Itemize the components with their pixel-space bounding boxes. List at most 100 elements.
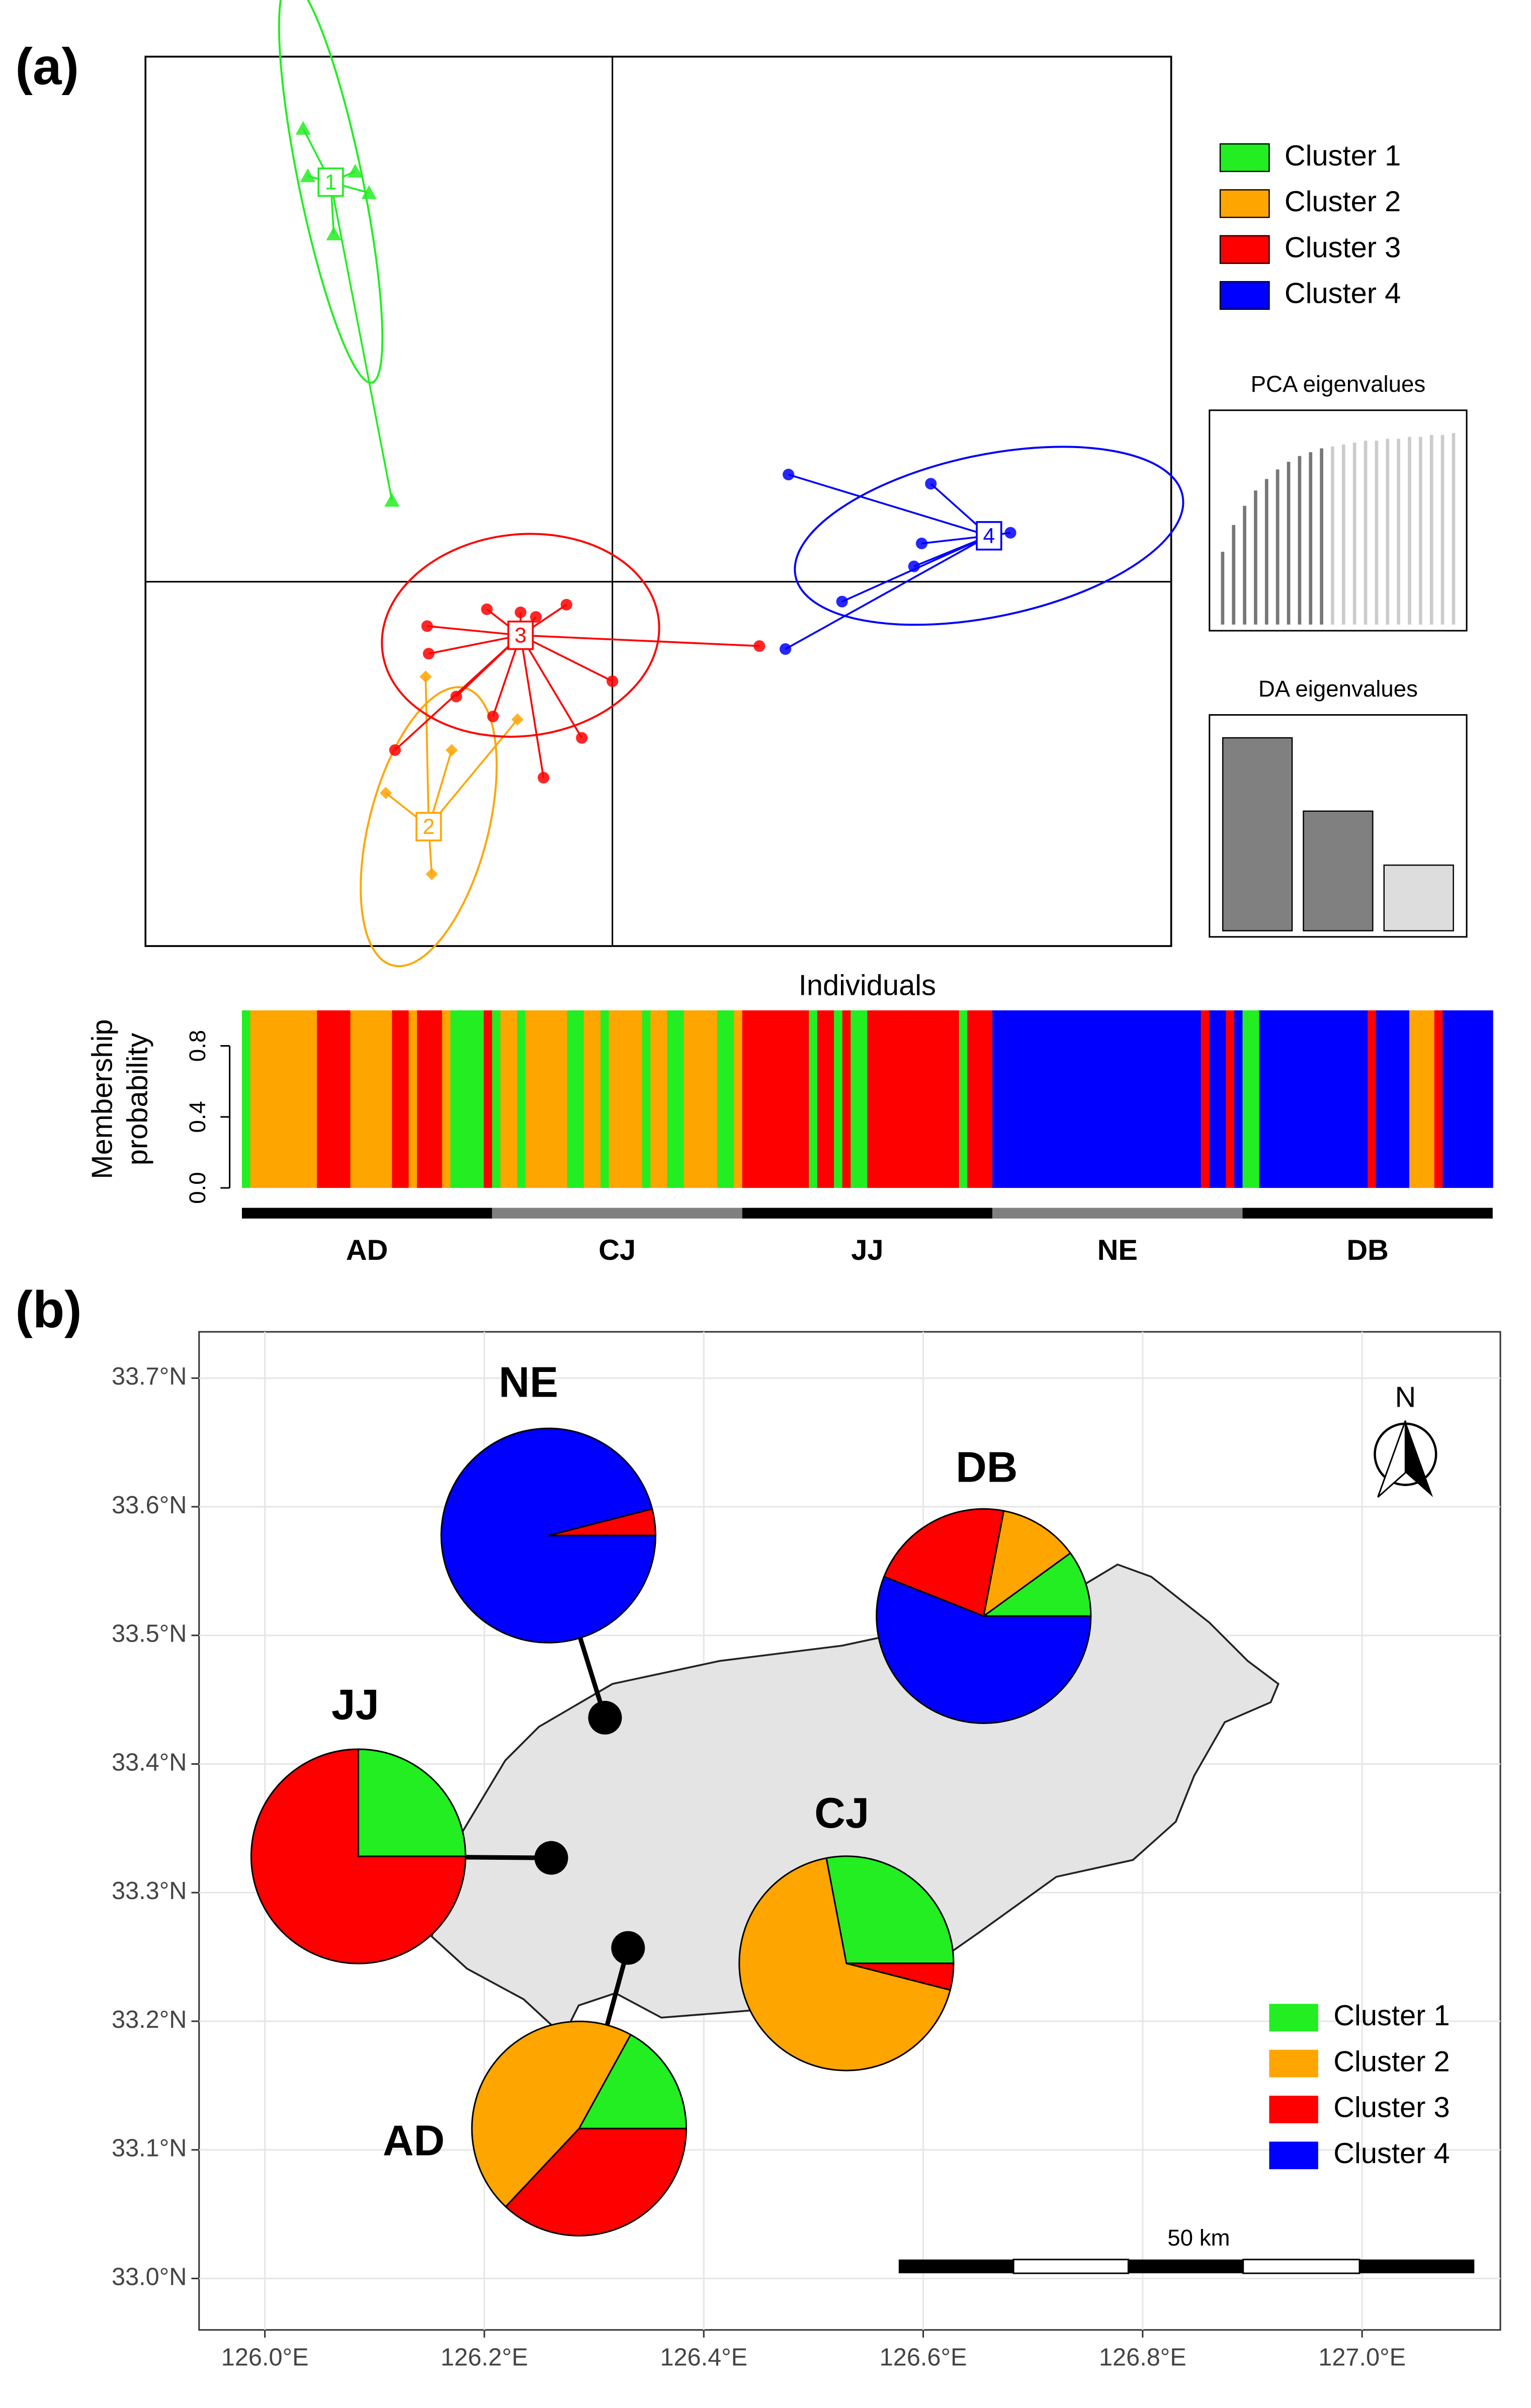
membership-bar (892, 1010, 901, 1188)
point (538, 771, 550, 784)
membership-bar (1384, 1010, 1393, 1188)
membership-bar (758, 1010, 768, 1188)
membership-bar (1342, 1010, 1351, 1188)
membership-bar (1409, 1010, 1418, 1188)
scatter-frame (144, 55, 1172, 947)
membership-bar (675, 1010, 685, 1188)
membership-bar (1442, 1010, 1452, 1188)
eigen-bar (1440, 435, 1444, 625)
membership-bar (250, 1010, 260, 1188)
membership-bar (1067, 1010, 1076, 1188)
membership-bar (1201, 1010, 1210, 1188)
membership-bar (367, 1010, 376, 1188)
cluster-ellipse (794, 446, 1184, 626)
centroid (415, 812, 442, 841)
y-tick-label: 33.5°N (112, 1620, 187, 1648)
eigen-bar (1287, 462, 1291, 625)
membership-bar (1059, 1010, 1068, 1188)
membership-bar (959, 1010, 968, 1188)
population-label: AD (346, 1234, 388, 1266)
membership-bar (1484, 1010, 1493, 1188)
membership-bar (375, 1010, 384, 1188)
centroid (507, 620, 534, 650)
legend-swatch (1269, 2049, 1318, 2078)
membership-bar (483, 1010, 493, 1188)
compass-needle (1377, 1420, 1406, 1498)
inset-title: PCA eigenvalues (1251, 371, 1426, 397)
legend-swatch (1269, 2141, 1318, 2170)
pie-slice (981, 1552, 1092, 1617)
membership-bar (459, 1010, 468, 1188)
point (450, 691, 462, 703)
membership-bar (1275, 1010, 1285, 1188)
membership-bar (742, 1010, 751, 1188)
membership-bar (1159, 1010, 1168, 1188)
membership-bar (658, 1010, 668, 1188)
membership-bar (583, 1010, 593, 1188)
centroid (317, 167, 344, 197)
pie-slice (738, 1857, 952, 2072)
legend-swatch (1219, 143, 1270, 173)
scale-label: 50 km (1167, 2225, 1230, 2251)
cluster-ellipse (381, 533, 660, 738)
membership-bar (684, 1010, 693, 1188)
site-label: DB (956, 1444, 1017, 1492)
membership-bar (992, 1010, 1001, 1188)
membership-bar (500, 1010, 509, 1188)
membership-bar (308, 1010, 318, 1188)
y-tick-label: 33.7°N (112, 1363, 187, 1390)
pie-slice (825, 1855, 955, 1964)
membership-bar (1359, 1010, 1369, 1188)
membership-bar (1267, 1010, 1277, 1188)
link (424, 676, 430, 827)
membership-bar (467, 1010, 476, 1188)
membership-bar (825, 1010, 835, 1188)
membership-bar (1184, 1010, 1193, 1188)
membership-bar (1234, 1010, 1243, 1188)
membership-bar (1042, 1010, 1052, 1188)
link (520, 634, 613, 682)
site-dot (611, 1931, 645, 1965)
site-label: AD (383, 2117, 445, 2165)
membership-bar (1326, 1010, 1335, 1188)
centroid-label: 4 (983, 524, 995, 548)
membership-bar (383, 1010, 393, 1188)
legend-label: Cluster 2 (1333, 2045, 1450, 2078)
eigen-bar (1331, 446, 1334, 625)
membership-bar (692, 1010, 701, 1188)
y-axis-label: probability (121, 1033, 153, 1166)
pie-slice (440, 1427, 656, 1644)
population-label: CJ (599, 1234, 636, 1266)
membership-bar (709, 1010, 718, 1188)
population-band (241, 1208, 492, 1219)
legend-label: Cluster 3 (1333, 2092, 1450, 2124)
membership-bar (1084, 1010, 1093, 1188)
point (836, 595, 848, 608)
membership-bar (809, 1010, 818, 1188)
membership-bar (925, 1010, 934, 1188)
pie-slice (357, 1748, 467, 1857)
membership-bar (558, 1010, 568, 1188)
eigen-bar (1298, 456, 1302, 625)
inset-title: DA eigenvalues (1258, 676, 1418, 702)
x-tick-label: 126.4°E (660, 2344, 747, 2371)
pie-slice (504, 2127, 687, 2237)
point (481, 603, 493, 616)
scale-segment (1012, 2259, 1129, 2274)
membership-bar (975, 1010, 985, 1188)
eigen-bar (1419, 437, 1422, 625)
link (428, 634, 521, 655)
point (326, 226, 342, 240)
point (511, 713, 524, 726)
y-tick-label: 33.6°N (112, 1492, 187, 1519)
legend-swatch (1269, 2004, 1318, 2032)
y-tick-label: 33.0°N (112, 2263, 187, 2290)
eigen-bar (1364, 441, 1368, 625)
membership-bar (909, 1010, 918, 1188)
membership-bar (317, 1010, 326, 1188)
membership-bar (325, 1010, 334, 1188)
membership-bar (1151, 1010, 1160, 1188)
membership-bar (1251, 1010, 1260, 1188)
membership-bar (1075, 1010, 1085, 1188)
membership-bar (875, 1010, 885, 1188)
